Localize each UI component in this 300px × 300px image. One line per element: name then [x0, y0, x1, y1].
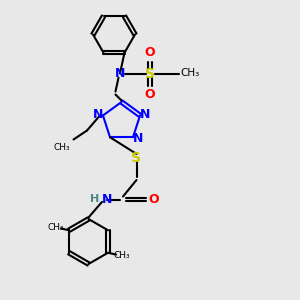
Text: N: N — [140, 108, 150, 121]
Text: N: N — [102, 193, 112, 206]
Text: CH₃: CH₃ — [180, 68, 199, 79]
Text: S: S — [131, 151, 142, 164]
Text: N: N — [133, 132, 143, 145]
Text: S: S — [145, 67, 155, 80]
Text: CH₃: CH₃ — [113, 251, 130, 260]
Text: O: O — [145, 88, 155, 101]
Text: CH₃: CH₃ — [47, 223, 64, 232]
Text: O: O — [145, 46, 155, 59]
Text: H: H — [90, 194, 99, 205]
Text: O: O — [148, 193, 159, 206]
Text: CH₃: CH₃ — [54, 142, 70, 152]
Text: N: N — [93, 108, 103, 121]
Text: N: N — [115, 67, 125, 80]
